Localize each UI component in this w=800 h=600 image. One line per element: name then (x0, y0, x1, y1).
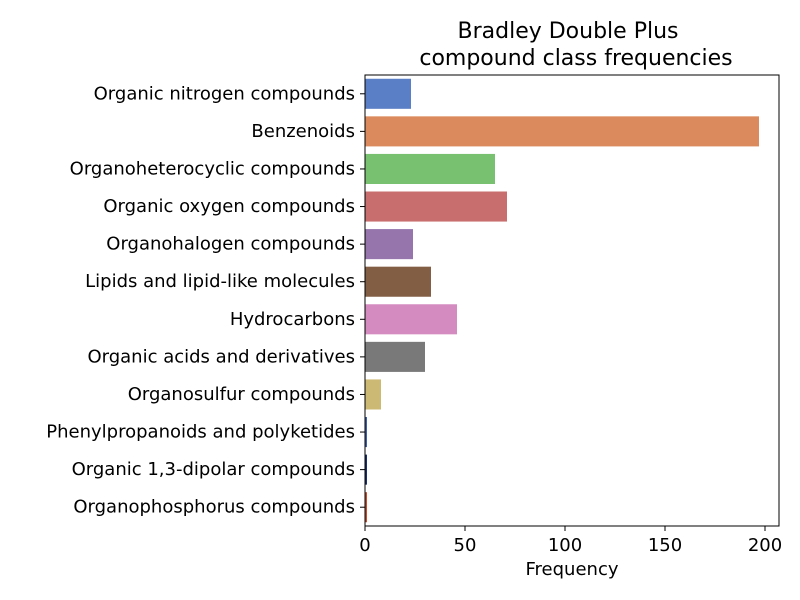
category-label: Organic oxygen compounds (103, 196, 355, 217)
category-label: Organic acids and derivatives (87, 346, 355, 367)
bar-organoheterocyclic-compounds (365, 153, 495, 184)
bar-organic-nitrogen-compounds (365, 78, 411, 109)
bars-group (365, 78, 759, 523)
category-label: Organoheterocyclic compounds (70, 158, 355, 179)
bar-phenylpropanoids-and-polyketides (365, 417, 367, 448)
plot-frame (364, 74, 780, 527)
bar-organosulfur-compounds (365, 379, 381, 410)
category-label: Lipids and lipid-like molecules (85, 271, 355, 292)
category-label: Organic 1,3-dipolar compounds (72, 459, 355, 480)
x-tick-label: 150 (648, 535, 682, 556)
category-label: Hydrocarbons (230, 309, 355, 330)
category-label: Organohalogen compounds (106, 234, 355, 255)
bar-organic-acids-and-derivatives (365, 341, 425, 372)
chart-title-line-1: Bradley Double Plus (458, 19, 679, 44)
category-label: Organic nitrogen compounds (94, 83, 355, 104)
bar-organophosphorus-compounds (365, 492, 367, 523)
x-tick-label: 50 (454, 535, 477, 556)
x-tick-label: 100 (548, 535, 582, 556)
bar-organohalogen-compounds (365, 229, 413, 260)
bar-lipids-and-lipid-like-molecules (365, 266, 431, 297)
category-labels-group: Organic nitrogen compounds Benzenoids Orga… (46, 83, 365, 518)
chart-title-line-2: compound class frequencies (419, 46, 732, 71)
x-tick-label: 0 (359, 535, 370, 556)
x-tick-label: 200 (748, 535, 782, 556)
x-axis-label: Frequency (526, 559, 619, 580)
bar-organic-1-3-dipolar-compounds (365, 454, 367, 485)
bar-organic-oxygen-compounds (365, 191, 507, 222)
category-label: Organophosphorus compounds (73, 497, 355, 518)
category-label: Phenylpropanoids and polyketides (46, 422, 355, 443)
bar-benzenoids (365, 116, 759, 147)
category-label: Organosulfur compounds (128, 384, 355, 405)
bar-hydrocarbons (365, 304, 457, 335)
category-label: Benzenoids (251, 121, 355, 142)
x-ticks-group: 0 50 100 150 200 (359, 526, 782, 556)
